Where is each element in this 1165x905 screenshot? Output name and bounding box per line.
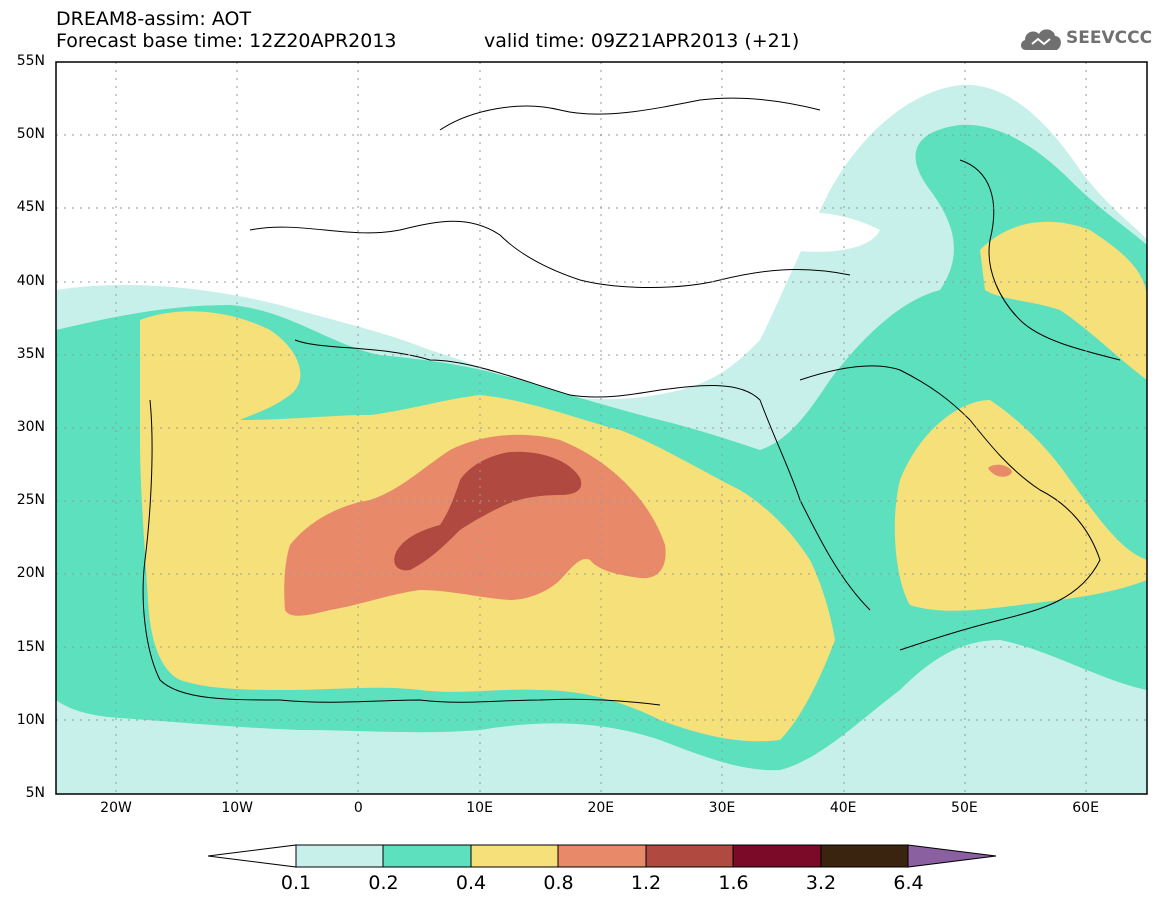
- map-title: DREAM8-assim: AOT: [56, 8, 252, 30]
- lon-label: 30E: [708, 800, 736, 816]
- logo-text: SEEVCCC: [1066, 28, 1153, 48]
- lat-label: 45N: [16, 199, 45, 216]
- lat-label: 50N: [16, 126, 45, 143]
- lon-label: 50E: [951, 800, 978, 816]
- cloud-icon: [1020, 29, 1061, 50]
- colorbar-label: 0.1: [280, 872, 312, 894]
- lat-label: 20N: [16, 565, 45, 582]
- lon-label: 0: [353, 800, 363, 816]
- lon-label: 20W: [100, 800, 132, 816]
- colorbar: [207, 844, 997, 868]
- colorbar-label: 0.4: [455, 872, 487, 894]
- colorbar-label: 1.2: [630, 872, 662, 894]
- aot-band-1.2: [394, 451, 582, 571]
- lon-label: 20E: [587, 800, 615, 816]
- colorbar-label: 3.2: [805, 872, 837, 894]
- lat-label: 25N: [16, 492, 45, 509]
- forecast-base-time: Forecast base time: 12Z20APR2013: [56, 30, 397, 52]
- lat-label: 10N: [16, 711, 45, 728]
- lon-label: 60E: [1072, 800, 1099, 816]
- colorbar-label: 1.6: [718, 872, 749, 894]
- lat-label: 30N: [16, 419, 45, 435]
- seevccc-logo: SEEVCCC: [1018, 22, 1158, 56]
- map-frame: [55, 61, 1148, 795]
- colorbar-label: 0.2: [368, 872, 399, 894]
- lon-label: 40E: [829, 800, 857, 816]
- lon-label: 10W: [221, 800, 254, 816]
- colorbar-label: 6.4: [893, 872, 924, 894]
- gridlines: [56, 62, 1147, 794]
- colorbar-label: 0.8: [543, 872, 574, 894]
- valid-time: valid time: 09Z21APR2013 (+21): [484, 30, 800, 52]
- lat-label: 15N: [16, 638, 45, 655]
- lat-label: 5N: [25, 785, 45, 801]
- lat-label: 40N: [16, 272, 45, 289]
- lat-label: 35N: [16, 345, 45, 362]
- lon-label: 10E: [466, 800, 493, 816]
- coastlines: [142, 97, 1121, 706]
- lat-label: 55N: [16, 53, 45, 69]
